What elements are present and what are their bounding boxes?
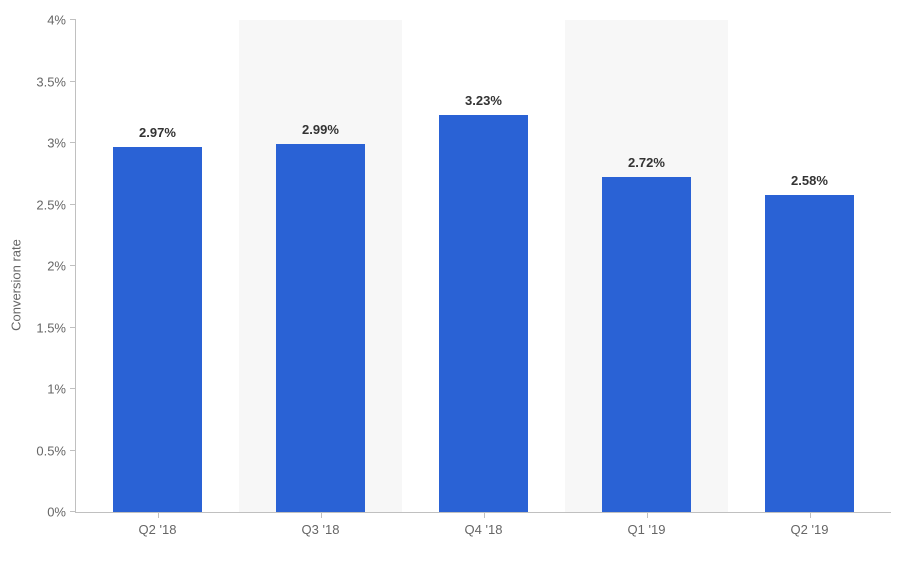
- y-tick-label: 2.5%: [36, 197, 76, 212]
- x-tick-label: Q4 '18: [465, 512, 503, 537]
- x-tick-label: Q2 '19: [791, 512, 829, 537]
- y-tick-label: 0.5%: [36, 443, 76, 458]
- y-tick-label: 4%: [47, 13, 76, 28]
- y-tick-label: 3.5%: [36, 74, 76, 89]
- bar: 3.23%: [439, 115, 529, 512]
- chart-container: Conversion rate 0%0.5%1%1.5%2%2.5%3%3.5%…: [0, 0, 911, 569]
- x-tick-label: Q3 '18: [302, 512, 340, 537]
- y-tick-label: 1%: [47, 382, 76, 397]
- bar-value-label: 2.97%: [113, 125, 203, 140]
- bar-value-label: 2.58%: [765, 173, 855, 188]
- bar-value-label: 2.72%: [602, 155, 692, 170]
- bar-value-label: 3.23%: [439, 93, 529, 108]
- y-axis-title: Conversion rate: [9, 239, 24, 331]
- x-tick-label: Q2 '18: [139, 512, 177, 537]
- bar: 2.72%: [602, 177, 692, 512]
- bar: 2.99%: [276, 144, 366, 512]
- y-tick-label: 1.5%: [36, 320, 76, 335]
- bar: 2.97%: [113, 147, 203, 512]
- bar: 2.58%: [765, 195, 855, 512]
- y-tick-label: 3%: [47, 136, 76, 151]
- plot-area: 0%0.5%1%1.5%2%2.5%3%3.5%4%2.97%Q2 '182.9…: [75, 20, 891, 513]
- y-tick-label: 2%: [47, 259, 76, 274]
- x-tick-label: Q1 '19: [628, 512, 666, 537]
- bar-value-label: 2.99%: [276, 122, 366, 137]
- y-tick-label: 0%: [47, 505, 76, 520]
